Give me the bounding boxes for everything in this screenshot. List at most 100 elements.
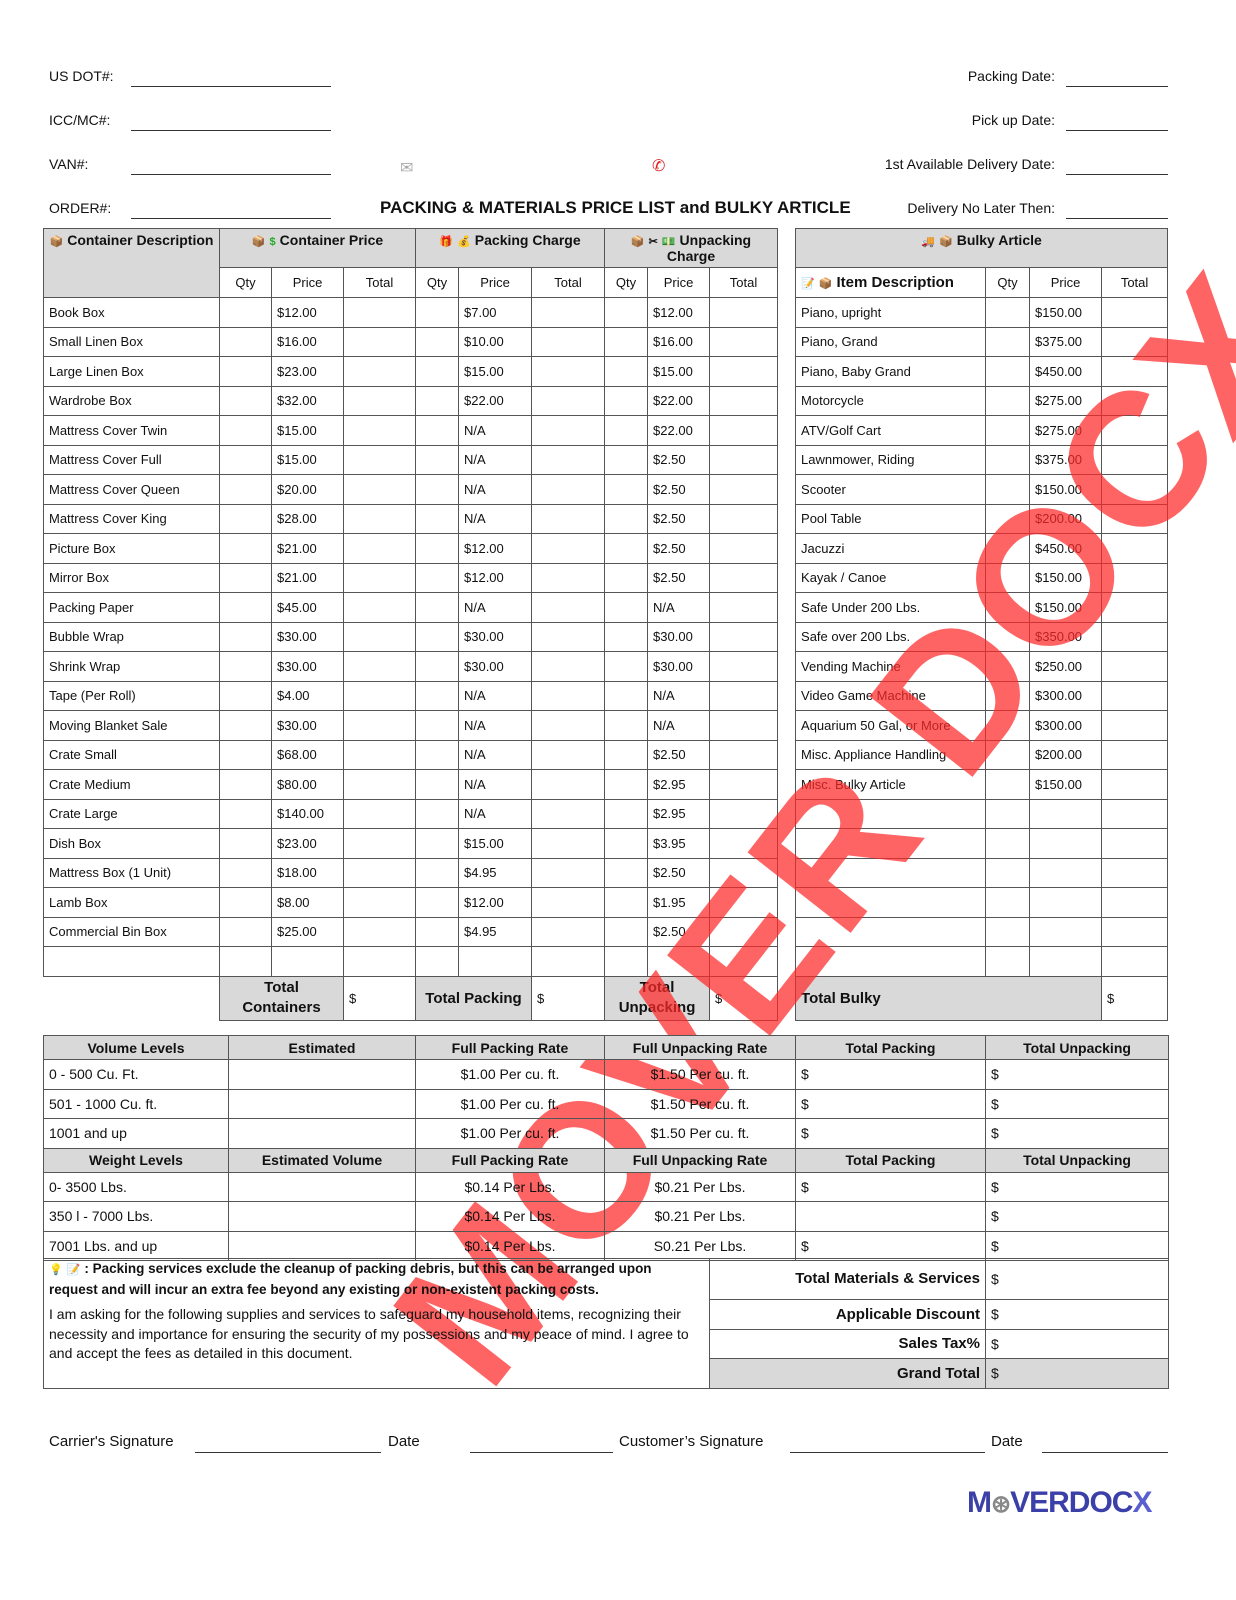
unpacking-total[interactable]: [709, 857, 779, 888]
bulky-qty[interactable]: [985, 474, 1031, 505]
packing-total[interactable]: [530, 444, 606, 475]
unpacking-total[interactable]: [709, 946, 779, 977]
bulky-total[interactable]: [1101, 592, 1169, 623]
rates-cell[interactable]: [228, 1088, 416, 1119]
container-total[interactable]: [343, 916, 416, 947]
total-unpacking-value[interactable]: $: [709, 975, 779, 1021]
bulky-total[interactable]: [1101, 415, 1169, 446]
container-qty[interactable]: [219, 887, 272, 918]
unpacking-qty[interactable]: [604, 533, 649, 564]
packing-total[interactable]: [530, 887, 606, 918]
container-total[interactable]: [343, 385, 416, 416]
total-containers-value[interactable]: $: [343, 975, 416, 1021]
rates-cell[interactable]: $: [985, 1230, 1169, 1261]
unpacking-total[interactable]: [709, 503, 779, 534]
packing-qty[interactable]: [415, 592, 459, 623]
packing-qty[interactable]: [415, 474, 459, 505]
bulky-qty[interactable]: [985, 562, 1031, 593]
container-total[interactable]: [343, 680, 416, 711]
rates-cell[interactable]: $: [985, 1171, 1169, 1202]
container-total[interactable]: [343, 444, 416, 475]
bulky-qty[interactable]: [985, 356, 1031, 387]
container-qty[interactable]: [219, 916, 272, 947]
rates-cell[interactable]: [228, 1201, 416, 1232]
packing-total[interactable]: [530, 474, 606, 505]
packing-qty[interactable]: [415, 503, 459, 534]
carrier-signature-field[interactable]: [195, 1452, 381, 1453]
bulky-qty[interactable]: [985, 621, 1031, 652]
bulky-qty[interactable]: [985, 651, 1031, 682]
unpacking-total[interactable]: [709, 415, 779, 446]
packing-qty[interactable]: [415, 710, 459, 741]
container-qty[interactable]: [219, 739, 272, 770]
unpacking-total[interactable]: [709, 710, 779, 741]
customer-date-field[interactable]: [1042, 1452, 1168, 1453]
container-qty[interactable]: [219, 651, 272, 682]
bulky-qty[interactable]: [985, 739, 1031, 770]
unpacking-total[interactable]: [709, 680, 779, 711]
unpacking-total[interactable]: [709, 356, 779, 387]
bulky-qty[interactable]: [985, 946, 1031, 977]
container-total[interactable]: [343, 828, 416, 859]
container-qty[interactable]: [219, 710, 272, 741]
bulky-total[interactable]: [1101, 828, 1169, 859]
rates-cell[interactable]: $: [985, 1118, 1169, 1149]
unpacking-qty[interactable]: [604, 356, 649, 387]
packing-total[interactable]: [530, 769, 606, 800]
rates-cell[interactable]: $: [795, 1059, 986, 1090]
container-qty[interactable]: [219, 680, 272, 711]
container-total[interactable]: [343, 356, 416, 387]
field-input[interactable]: [131, 218, 331, 219]
packing-qty[interactable]: [415, 680, 459, 711]
packing-total[interactable]: [530, 946, 606, 977]
total-bulky-value[interactable]: $: [1101, 975, 1169, 1021]
unpacking-total[interactable]: [709, 651, 779, 682]
container-total[interactable]: [343, 798, 416, 829]
packing-qty[interactable]: [415, 857, 459, 888]
packing-total[interactable]: [530, 739, 606, 770]
unpacking-total[interactable]: [709, 444, 779, 475]
field-input[interactable]: [1066, 218, 1168, 219]
bulky-total[interactable]: [1101, 385, 1169, 416]
container-total[interactable]: [343, 887, 416, 918]
unpacking-qty[interactable]: [604, 946, 649, 977]
packing-qty[interactable]: [415, 769, 459, 800]
unpacking-qty[interactable]: [604, 444, 649, 475]
unpacking-qty[interactable]: [604, 621, 649, 652]
total-packing-value[interactable]: $: [530, 975, 606, 1021]
unpacking-qty[interactable]: [604, 857, 649, 888]
unpacking-total[interactable]: [709, 621, 779, 652]
packing-qty[interactable]: [415, 356, 459, 387]
rates-cell[interactable]: [228, 1118, 416, 1149]
container-qty[interactable]: [219, 592, 272, 623]
unpacking-qty[interactable]: [604, 828, 649, 859]
container-total[interactable]: [343, 946, 416, 977]
bulky-total[interactable]: [1101, 857, 1169, 888]
packing-total[interactable]: [530, 592, 606, 623]
packing-total[interactable]: [530, 297, 606, 328]
bulky-total[interactable]: [1101, 798, 1169, 829]
summary-value[interactable]: $: [985, 1298, 1169, 1330]
unpacking-total[interactable]: [709, 798, 779, 829]
bulky-total[interactable]: [1101, 739, 1169, 770]
rates-cell[interactable]: [228, 1059, 416, 1090]
packing-total[interactable]: [530, 710, 606, 741]
packing-total[interactable]: [530, 798, 606, 829]
bulky-total[interactable]: [1101, 503, 1169, 534]
bulky-total[interactable]: [1101, 444, 1169, 475]
container-qty[interactable]: [219, 297, 272, 328]
packing-qty[interactable]: [415, 946, 459, 977]
container-total[interactable]: [343, 533, 416, 564]
field-input[interactable]: [131, 86, 331, 87]
field-input[interactable]: [1066, 130, 1168, 131]
container-qty[interactable]: [219, 444, 272, 475]
bulky-qty[interactable]: [985, 798, 1031, 829]
unpacking-total[interactable]: [709, 739, 779, 770]
unpacking-total[interactable]: [709, 828, 779, 859]
container-qty[interactable]: [219, 415, 272, 446]
bulky-qty[interactable]: [985, 916, 1031, 947]
container-qty[interactable]: [219, 769, 272, 800]
packing-total[interactable]: [530, 326, 606, 357]
container-total[interactable]: [343, 562, 416, 593]
rates-cell[interactable]: $: [795, 1230, 986, 1261]
